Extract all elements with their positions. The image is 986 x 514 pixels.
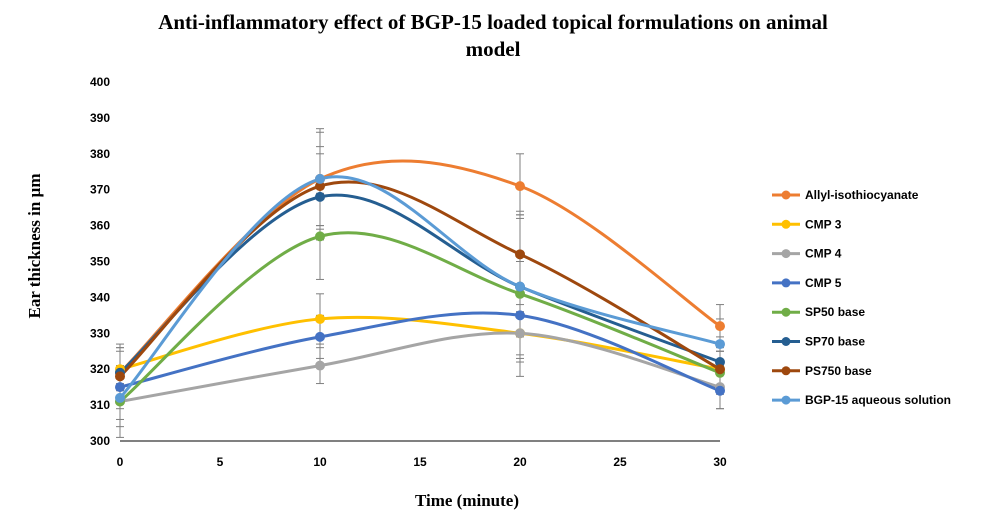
legend-label: SP70 base	[805, 335, 865, 349]
legend-item: Allyl-isothiocyanate	[772, 188, 919, 202]
legend-label: Allyl-isothiocyanate	[805, 188, 919, 202]
data-point	[315, 173, 325, 184]
data-point	[315, 360, 325, 371]
data-point	[515, 181, 525, 192]
y-axis-title: Ear thickness in µm	[25, 173, 44, 318]
legend-swatch-marker	[781, 395, 791, 405]
series-line	[118, 193, 722, 375]
legend-swatch-marker	[781, 337, 791, 346]
series-line	[118, 180, 722, 378]
legend-item: CMP 4	[772, 247, 842, 261]
data-point	[715, 385, 725, 396]
legend-label: CMP 4	[805, 247, 842, 261]
y-tick-label: 370	[90, 183, 110, 197]
x-tick-label: 10	[313, 455, 327, 469]
legend-label: CMP 5	[805, 276, 842, 290]
data-point	[515, 310, 525, 321]
data-point	[115, 382, 125, 393]
x-tick-label: 20	[513, 455, 527, 469]
legend-swatch-marker	[781, 249, 791, 259]
chart-title-line-1: Anti-inflammatory effect of BGP-15 loade…	[158, 10, 828, 34]
legend-swatch-marker	[781, 219, 791, 229]
data-point	[515, 281, 525, 292]
y-tick-label: 360	[90, 219, 110, 233]
data-point	[315, 231, 325, 242]
data-point	[315, 191, 325, 202]
x-tick-label: 0	[117, 455, 124, 469]
chart-title: Anti-inflammatory effect of BGP-15 loade…	[158, 10, 828, 61]
data-point	[315, 331, 325, 342]
y-tick-label: 320	[90, 362, 110, 376]
y-tick-label: 380	[90, 147, 110, 161]
legend-item: SP50 base	[772, 305, 865, 319]
legend-item: BGP-15 aqueous solution	[772, 393, 951, 407]
y-tick-label: 390	[90, 111, 110, 125]
legend-swatch-marker	[781, 190, 791, 200]
legend-item: PS750 base	[772, 364, 872, 378]
y-tick-label: 300	[90, 434, 110, 448]
y-axis-ticks: 300 310 320 330 340 350 360 370 380 390 400	[90, 75, 110, 448]
series-line	[118, 331, 722, 404]
legend-item: SP70 base	[772, 335, 865, 349]
y-tick-label: 400	[90, 75, 110, 89]
legend-item: CMP 3	[772, 217, 842, 231]
legend-label: BGP-15 aqueous solution	[805, 393, 951, 407]
y-tick-label: 330	[90, 326, 110, 340]
legend-label: CMP 3	[805, 217, 842, 231]
legend-swatch-marker	[781, 366, 791, 376]
y-tick-label: 350	[90, 255, 110, 269]
data-point	[115, 371, 125, 382]
data-point	[715, 321, 725, 332]
x-tick-label: 25	[613, 455, 627, 469]
data-point	[115, 392, 125, 403]
legend-item: CMP 5	[772, 276, 842, 290]
legend-label: SP50 base	[805, 305, 865, 319]
chart-title-line-2: model	[466, 37, 521, 61]
data-point	[715, 339, 725, 350]
y-tick-label: 310	[90, 398, 110, 412]
x-tick-label: 15	[413, 455, 427, 469]
data-point	[515, 328, 525, 339]
series-lines	[118, 159, 722, 404]
series-points	[115, 173, 725, 407]
legend-swatch-marker	[781, 307, 791, 317]
series-line	[118, 175, 722, 400]
data-point	[715, 364, 725, 375]
x-tick-label: 5	[217, 455, 224, 469]
x-tick-label: 30	[713, 455, 727, 469]
x-axis-ticks: 0 5 10 15 20 25 30	[117, 455, 727, 469]
series-line	[118, 311, 722, 393]
y-tick-label: 340	[90, 290, 110, 304]
data-point	[515, 249, 525, 260]
x-axis-title: Time (minute)	[415, 491, 519, 510]
legend-label: PS750 base	[805, 364, 872, 378]
series-line	[118, 231, 722, 404]
legend: Allyl-isothiocyanate CMP 3 CMP 4 CMP 5 SP50 …	[772, 188, 951, 407]
legend-swatch-marker	[781, 278, 791, 288]
data-point	[315, 313, 325, 324]
